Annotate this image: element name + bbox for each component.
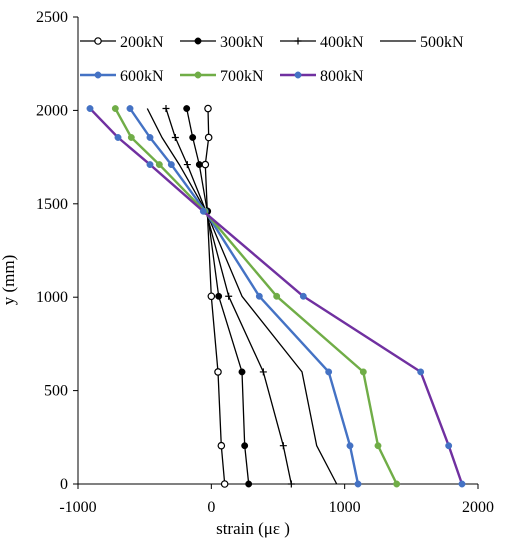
series-line — [114, 107, 398, 485]
legend-marker — [194, 71, 202, 79]
data-point — [217, 441, 226, 450]
series-line — [186, 108, 250, 485]
legend-item-400kn: 400kN — [280, 34, 364, 51]
legend-label: 200kN — [120, 34, 164, 51]
y-tick-label: 0 — [60, 476, 68, 493]
data-point — [126, 105, 134, 112]
data-point — [204, 104, 212, 113]
data-point — [299, 292, 307, 300]
data-point — [417, 368, 425, 376]
series-line — [146, 108, 338, 485]
x-tick-labels: -1000 0 1000 2000 — [59, 484, 494, 516]
data-point — [225, 292, 233, 300]
data-point — [204, 133, 213, 142]
series-line — [129, 107, 360, 485]
data-point — [201, 160, 210, 169]
series-800kn — [86, 105, 466, 488]
y-tick-label: 2500 — [36, 9, 68, 26]
y-tick-label: 2000 — [36, 102, 68, 119]
data-point — [359, 368, 367, 376]
data-point — [146, 134, 154, 141]
y-tick-label: 500 — [44, 383, 68, 400]
data-point — [279, 442, 287, 450]
data-point — [245, 480, 253, 488]
data-point — [155, 161, 163, 169]
legend-label: 600kN — [120, 68, 164, 85]
data-point — [374, 442, 382, 450]
legend-item-600kn: 600kN — [80, 68, 164, 85]
data-point — [458, 480, 466, 488]
series-line — [89, 107, 464, 485]
plot-area — [77, 17, 478, 485]
legend-item-700kn: 700kN — [180, 68, 264, 85]
x-axis-title: strain (με ) — [216, 519, 290, 538]
data-point — [146, 161, 154, 169]
legend-item-800kn: 800kN — [280, 68, 364, 85]
series-layer — [86, 104, 466, 488]
legend: 200kN 300kN 400kN 500kN 600kN 700kN 800kN — [80, 34, 464, 85]
legend-marker — [94, 37, 102, 45]
data-point — [238, 368, 246, 376]
legend-label: 300kN — [220, 34, 264, 51]
data-point — [111, 105, 119, 112]
legend-item-300kn: 300kN — [180, 34, 264, 51]
data-point — [287, 480, 295, 488]
x-tick-label: 1000 — [329, 499, 361, 516]
data-point — [445, 442, 453, 450]
data-point — [214, 368, 222, 376]
data-point — [189, 134, 197, 141]
x-tick-label: 2000 — [462, 499, 494, 516]
legend-label: 700kN — [220, 68, 264, 85]
data-point — [199, 207, 207, 215]
series-500kn — [146, 108, 338, 485]
legend-item-200kn: 200kN — [80, 34, 164, 51]
legend-marker — [94, 71, 102, 79]
x-tick-label: -1000 — [59, 499, 96, 516]
data-point — [162, 105, 170, 113]
data-point — [273, 292, 281, 300]
data-point — [259, 368, 267, 376]
series-200kn — [201, 104, 229, 488]
series-line — [204, 108, 226, 485]
y-tick-label: 1500 — [36, 196, 68, 213]
data-point — [195, 161, 203, 169]
legend-marker — [194, 37, 202, 45]
data-point — [325, 368, 333, 376]
y-axis-title: y (mm) — [0, 255, 18, 306]
data-point — [183, 161, 191, 169]
legend-item-500kn: 500kN — [380, 34, 464, 51]
x-tick-label: 0 — [207, 499, 215, 516]
series-line — [165, 108, 292, 485]
data-point — [183, 105, 191, 112]
legend-label: 800kN — [320, 68, 364, 85]
data-point — [220, 480, 229, 488]
data-point — [86, 105, 94, 112]
data-point — [346, 442, 354, 450]
data-point — [127, 134, 135, 141]
data-point — [393, 480, 401, 488]
data-point — [171, 133, 179, 141]
y-tick-label: 1000 — [36, 289, 68, 306]
series-300kn — [183, 105, 253, 488]
data-point — [255, 292, 263, 300]
y-tick-labels: 0 500 1000 1500 2000 2500 — [36, 9, 78, 493]
data-point — [241, 442, 249, 450]
legend-label: 400kN — [320, 34, 364, 51]
legend-marker — [294, 71, 302, 79]
legend-label: 500kN — [420, 34, 464, 51]
data-point — [114, 134, 122, 141]
data-point — [167, 161, 175, 169]
data-point — [354, 480, 362, 488]
legend-marker — [294, 37, 302, 45]
data-point — [215, 292, 223, 300]
data-point — [207, 292, 216, 301]
